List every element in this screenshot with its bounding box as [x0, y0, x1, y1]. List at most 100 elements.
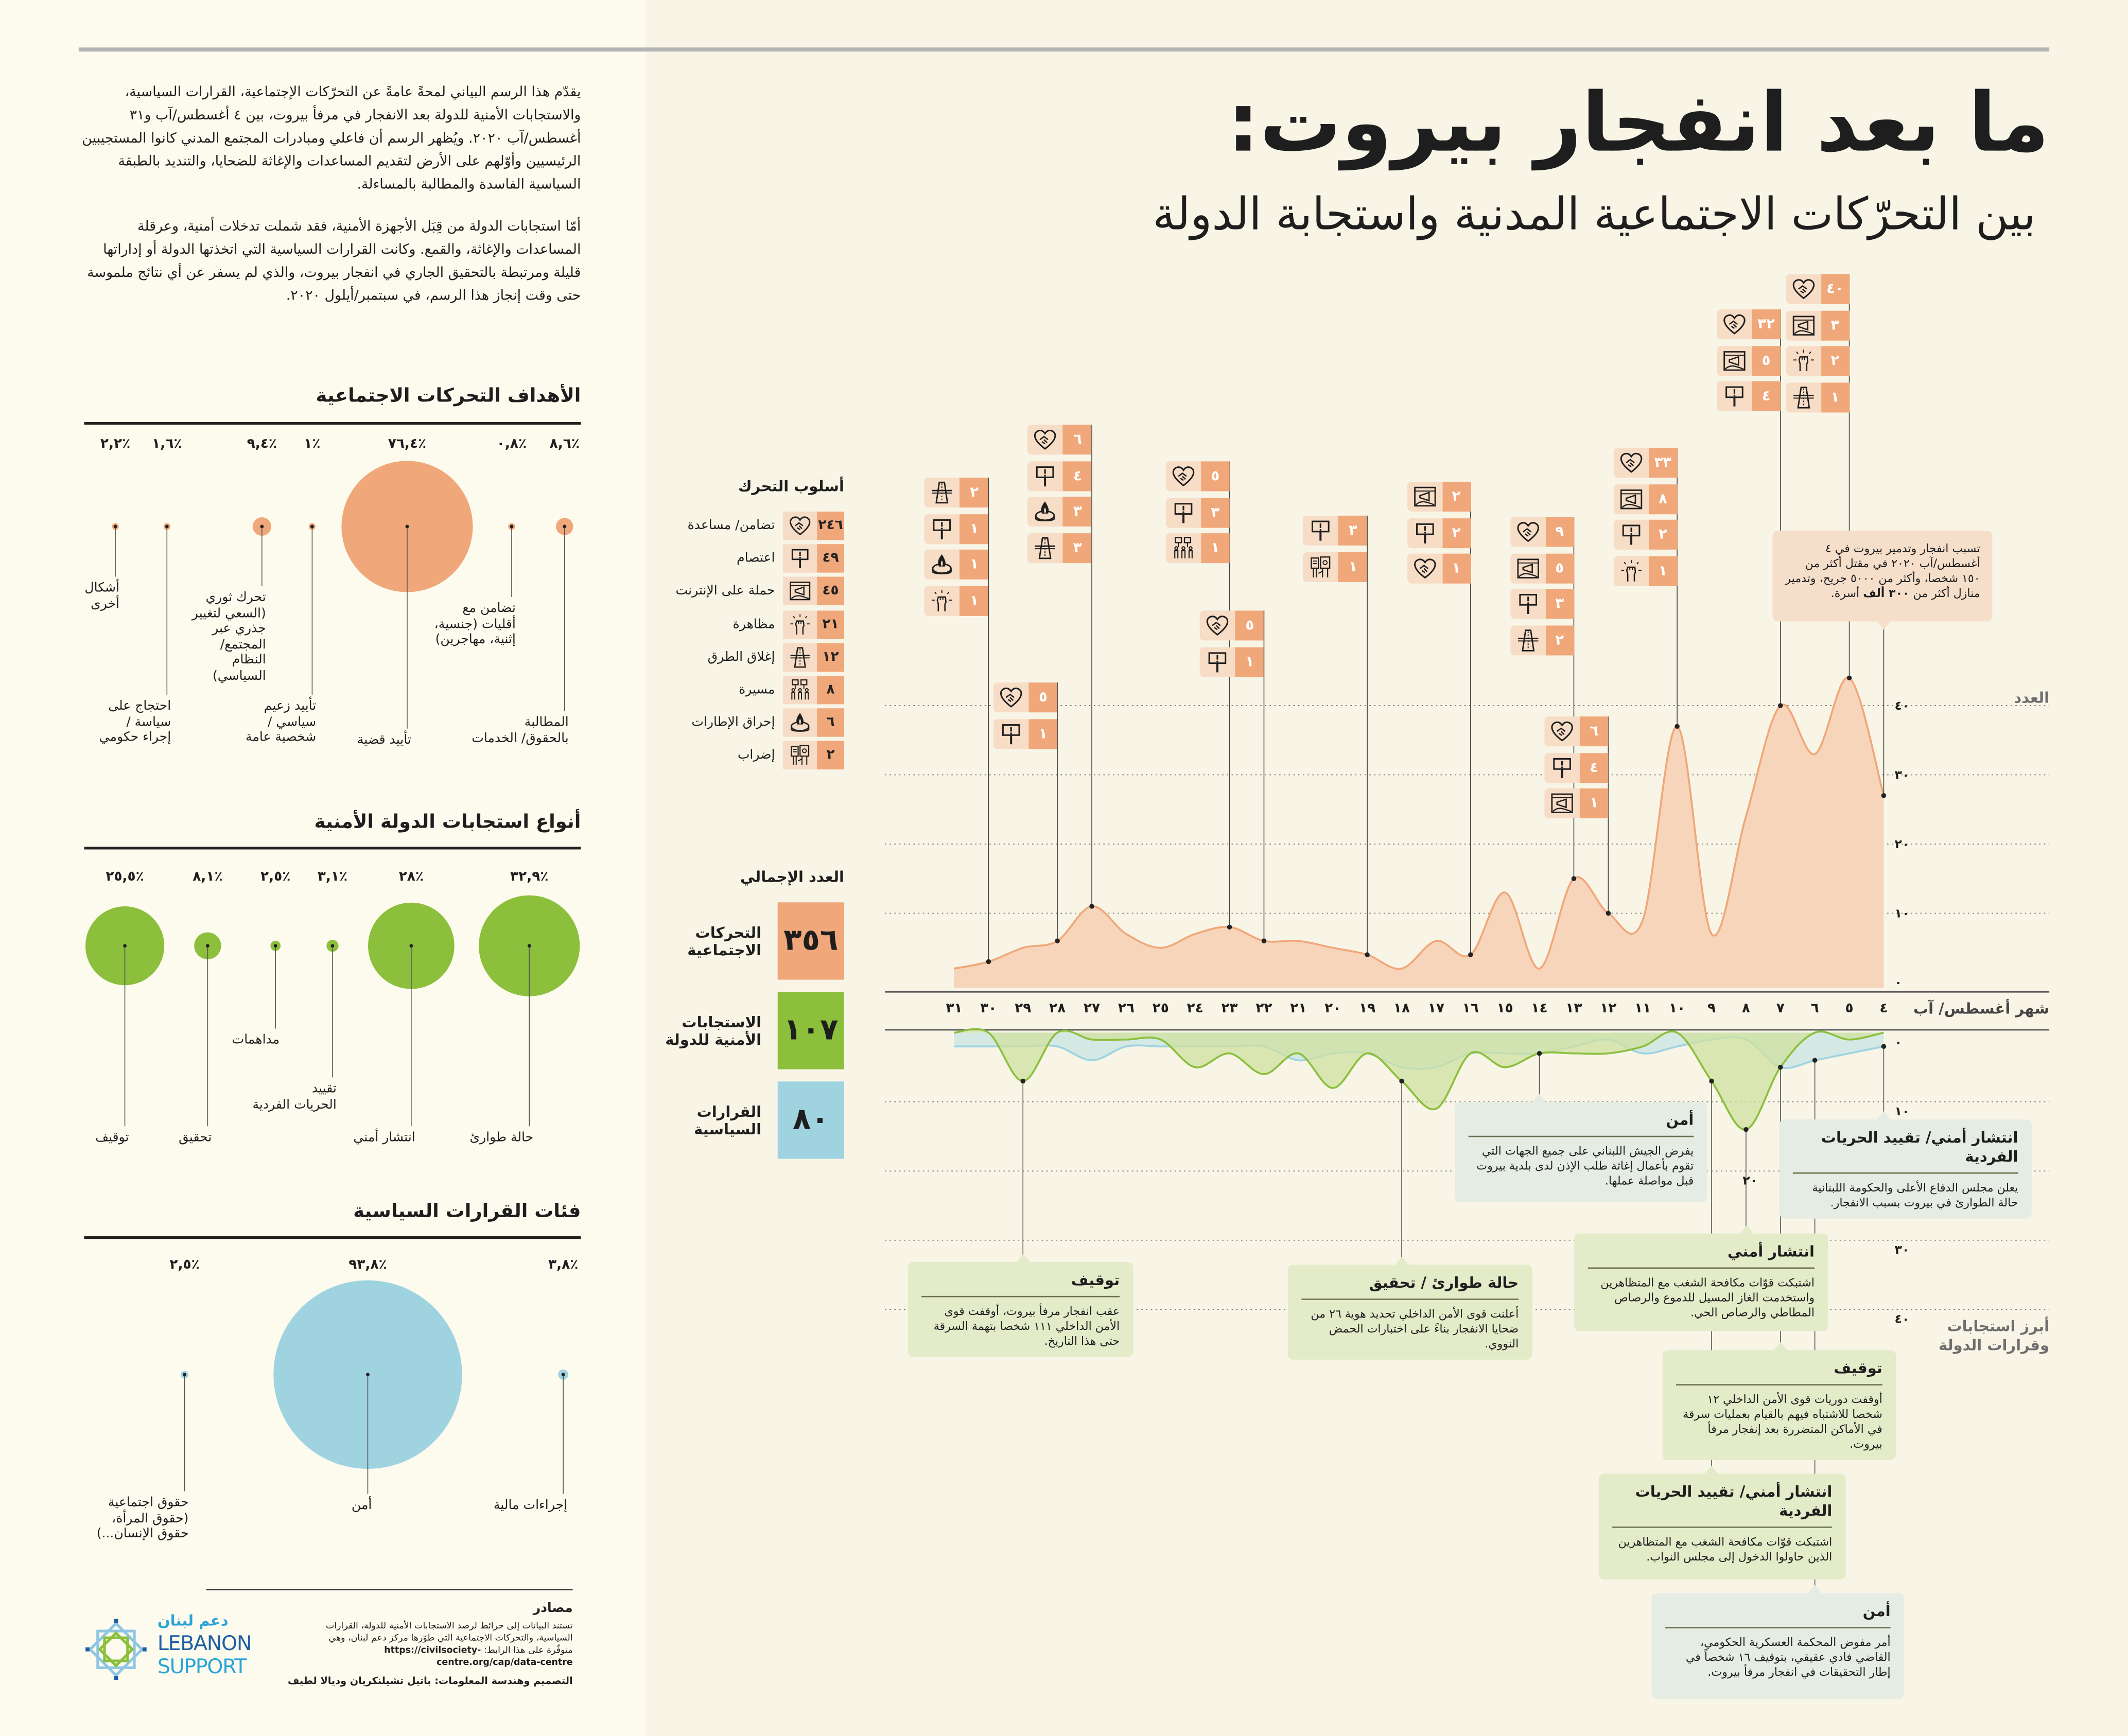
method-count: ١ [1338, 551, 1368, 582]
sit-in-icon [1171, 500, 1195, 524]
sources-link[interactable]: https://civilsociety-centre.org/cap/data… [384, 1644, 573, 1668]
upper-y-tick: ١٠ [1894, 907, 1910, 922]
legend-count: ٤٥ [817, 577, 844, 606]
sources-block: مصادر تستند البيانات إلى خرائط لرصد الاس… [288, 1601, 573, 1687]
legend-count: ٤٩ [817, 544, 844, 573]
method-count-sit-in: ٤ [1028, 461, 1092, 491]
method-count-solidarity: ٥ [1200, 610, 1264, 641]
method-count: ٥ [1028, 682, 1058, 713]
demonstration-icon [1791, 349, 1815, 373]
political-pct-label: ٣,٨٪ [548, 1258, 579, 1273]
online-icon [1550, 791, 1574, 815]
total-value-box: ١٠٧ [777, 992, 844, 1069]
sources-divider [206, 1589, 573, 1590]
bubble-center-dot [405, 524, 409, 529]
bubble-center-dot [409, 944, 413, 948]
method-count: ٩ [1545, 517, 1574, 547]
method-count-online: ١ [1544, 788, 1609, 818]
method-icon-box [1200, 610, 1236, 641]
date-label: ١٦ [1462, 1001, 1479, 1016]
political-divider [84, 1236, 581, 1239]
method-count-online: ٥ [1510, 553, 1574, 583]
annotation-card: أمن يفرض الجيش اللبناني على جميع الجهات ا… [1455, 1094, 1707, 1202]
upper-y-tick: ٢٠ [1894, 838, 1910, 852]
annotation-text: عقب انفجار مرفأ بيروت، أوقفت قوى الأمن ا… [933, 1304, 1120, 1348]
security-pct-label: ٢,٥٪ [260, 869, 291, 885]
method-count-sit-in: ١ [993, 718, 1058, 749]
goals-category-label: تأييد زعيم سياسي / شخصية عامة [246, 698, 317, 745]
solidarity-icon [1412, 556, 1436, 581]
bubble-center-dot [165, 524, 169, 529]
method-count-sit-in: ١ [925, 513, 989, 543]
road-block-icon [930, 480, 954, 504]
bubble-center-dot [273, 944, 277, 948]
solidarity-icon [1171, 464, 1195, 488]
total-label: التحركات الاجتماعية [687, 924, 762, 960]
method-icon-box [1785, 310, 1821, 340]
sit-in-icon [999, 721, 1023, 745]
annotation-title: أمن [1665, 1603, 1891, 1628]
annotation-text: يعلن مجلس الدفاع الأعلى والحكومة اللبنان… [1812, 1180, 2018, 1209]
method-count-tire-burning: ١ [925, 549, 989, 580]
legend-count: ٢٤٦ [817, 511, 844, 540]
date-label: ٣٠ [980, 1001, 997, 1016]
data-point [1881, 1044, 1887, 1049]
method-count-sit-in: ٢ [1613, 519, 1678, 550]
data-point [1571, 876, 1577, 881]
method-icon-box [1785, 382, 1821, 412]
bubble-center-dot [310, 524, 314, 529]
legend-item-march: ٨ مسيرة [739, 675, 844, 705]
legend-label: اعتصام [737, 551, 775, 566]
method-count-sit-in: ٤ [1544, 752, 1609, 782]
date-label: ٢٧ [1083, 1001, 1101, 1016]
method-count-solidarity: ٦ [1028, 425, 1092, 455]
data-point [1365, 952, 1370, 957]
method-icon-box [1165, 533, 1201, 564]
annotation-pointer [1773, 1342, 1787, 1351]
annotation-pointer [1394, 1256, 1409, 1265]
legend-item-solidarity: ٢٤٦ تضامن/ مساعدة [688, 511, 844, 540]
security-category-label: تقييد الحريات الفردية [252, 1081, 337, 1112]
method-count: ٥ [1201, 461, 1230, 492]
intro-paragraph-1: يقدّم هذا الرسم البياني لمحةً عامةً عن ا… [82, 85, 581, 193]
legend-label: حملة على الإنترنت [675, 584, 775, 599]
goals-category-label: أشكال أخرى [84, 581, 120, 611]
legend-item-sit-in: ٤٩ اعتصام [737, 544, 844, 573]
data-point [1881, 793, 1887, 798]
lower-y-tick: ٤٠ [1894, 1313, 1910, 1327]
data-point [1778, 703, 1783, 708]
political-pct-label: ٩٣,٨٪ [348, 1258, 387, 1273]
method-icon-box [1510, 553, 1546, 583]
goals-pct-label: ١٪ [304, 436, 321, 452]
upper-y-tick: ٠ [1894, 977, 1903, 991]
political-heading: فئات القرارات السياسية [353, 1201, 581, 1223]
security-pct-label: ٣,١٪ [317, 869, 348, 885]
political-pct-label: ٢,٥٪ [169, 1258, 200, 1273]
security-category-label: انتشار أمني [353, 1130, 415, 1146]
online-icon [1619, 486, 1643, 511]
bubble-center-dot [510, 524, 514, 529]
security-divider [84, 847, 581, 850]
data-point [1812, 1058, 1818, 1063]
method-icon-box [925, 513, 960, 543]
method-count: ٣٢ [1752, 309, 1781, 340]
goals-pct-label: ١,٦٪ [152, 436, 182, 452]
data-point [1675, 724, 1680, 729]
date-label: ٢٣ [1221, 1001, 1238, 1016]
method-count-solidarity: ١ [1406, 553, 1471, 584]
data-point [1743, 1127, 1749, 1132]
goals-category-label: احتجاج على سياسة / إجراء حكومي [99, 698, 171, 745]
date-label: ٢٨ [1049, 1001, 1066, 1016]
method-icon-box [1510, 517, 1546, 547]
bubble-center-dot [366, 1373, 370, 1377]
method-icon-box [1165, 497, 1201, 528]
annotation-title: أمن [1468, 1111, 1694, 1137]
annotation-card: انتشار أمني/ تقييد الحريات الفردية يعلن م… [1779, 1111, 2032, 1219]
security-area [954, 1029, 1884, 1130]
method-count: ٦ [1580, 716, 1609, 747]
method-count: ١ [1235, 646, 1264, 677]
legend-item-online: ٤٥ حملة على الإنترنت [676, 577, 844, 606]
online-icon [1412, 484, 1436, 508]
method-count-strike: ١ [1303, 551, 1368, 582]
legend-item-tire-burning: ٦ إحراق الإطارات [691, 708, 844, 738]
